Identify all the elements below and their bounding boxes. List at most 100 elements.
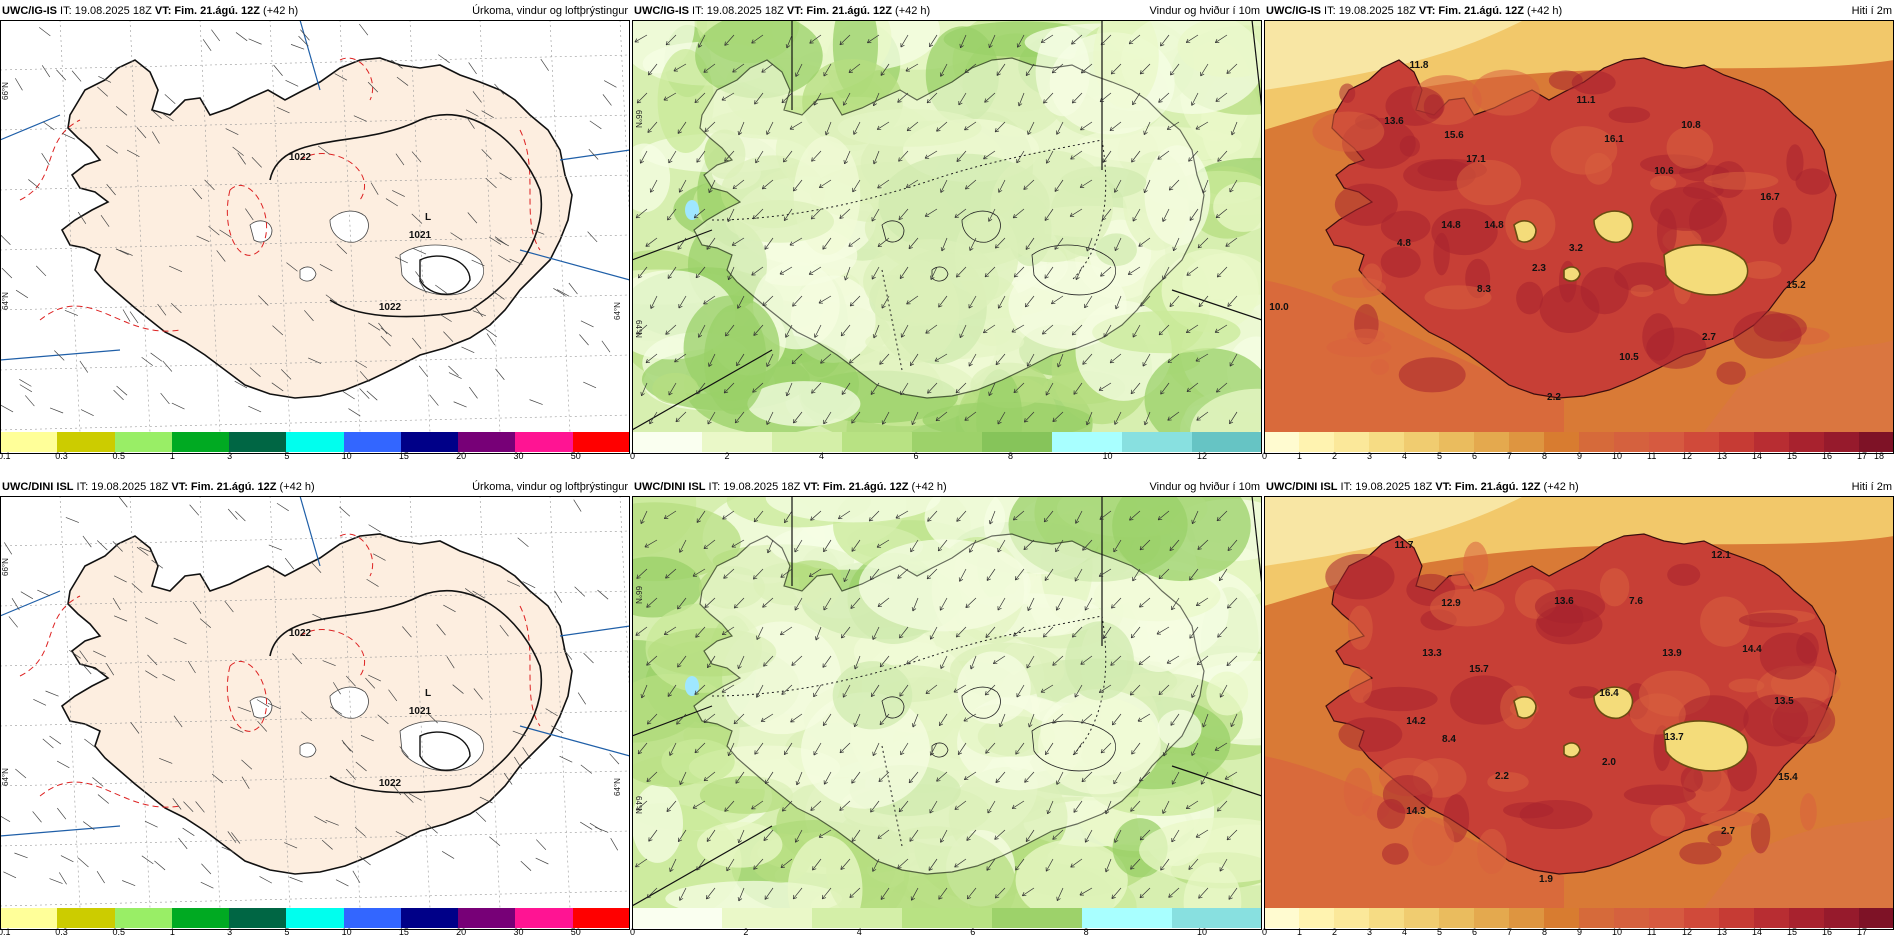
map-area[interactable]: 11.7 12.9 13.6 7.6 12.1 13.3 15.7 16.4 13.9 14.4 1… — [1264, 496, 1894, 908]
colorbar-tick-label: 16 — [1822, 451, 1833, 461]
colorbar-swatch — [1754, 432, 1789, 452]
temperature-value-label: 7.6 — [1629, 596, 1643, 607]
colorbar-ticks: 0 1 2 3 4 5 6 7 8 9 10 11 12 13 14 15 16 17 — [1262, 927, 1894, 941]
colorbar-swatch — [1369, 908, 1404, 928]
colorbar-swatch — [992, 908, 1082, 928]
colorbar-tick-label: 6 — [1472, 927, 1478, 937]
temperature-value-label: 17.1 — [1466, 154, 1486, 165]
map-svg[interactable]: L 1021 1022 1022 66°N 64°N 64°N — [0, 496, 630, 908]
colorbar-swatch — [1299, 908, 1334, 928]
colorbar-swatch — [1192, 432, 1262, 452]
colorbar-tick-label: 0 — [1262, 927, 1268, 937]
init-time: IT: 19.08.2025 18Z — [1321, 5, 1419, 17]
temperature-value-label: 1.9 — [1539, 874, 1553, 885]
colorbar-tick-label: 0.5 — [112, 451, 126, 461]
map-area[interactable]: L 1021 1022 1022 66°N 64°N 64°N — [0, 20, 630, 432]
colorbar-tick-label: 1 — [1297, 451, 1303, 461]
colorbar-swatch — [1369, 432, 1404, 452]
field-title: Úrkoma, vindur og loftþrýstingur — [472, 481, 628, 493]
temperature-value-label: 13.5 — [1774, 696, 1794, 707]
colorbar-ticks: 0.1 0.3 0.5 1 3 5 10 15 20 30 50 — [0, 927, 630, 941]
map-svg[interactable]: L 1021 1022 1022 66°N 64°N 64°N — [0, 20, 630, 432]
colorbar-tick-label: 4 — [1402, 927, 1408, 937]
temperature-value-label: 8.3 — [1477, 284, 1491, 295]
temperature-value-label: 15.7 — [1469, 664, 1489, 675]
map-area[interactable]: L 1021 1022 1022 66°N 64°N 64°N — [0, 496, 630, 908]
colorbar-swatch — [982, 432, 1052, 452]
colorbar-swatch — [1579, 432, 1614, 452]
colorbar-swatch — [458, 432, 516, 452]
colorbar — [0, 432, 630, 452]
colorbar-swatch — [1264, 908, 1299, 928]
colorbar-swatch — [1404, 908, 1439, 928]
temperature-value-label: 13.3 — [1422, 648, 1442, 659]
map-svg[interactable]: 11.8 13.6 15.6 11.1 17.1 16.1 10.8 10.6 16.7 14.8… — [1264, 20, 1894, 432]
colorbar-tick-label: 6 — [1472, 451, 1478, 461]
panel-header: UWC/DINI ISL IT: 19.08.2025 18Z VT: Fim.… — [634, 479, 1260, 495]
temperature-value-label: 2.7 — [1702, 332, 1716, 343]
panel-header: UWC/IG-IS IT: 19.08.2025 18Z VT: Fim. 21… — [1266, 3, 1892, 19]
colorbar-swatch — [171, 908, 230, 928]
field-title: Hiti í 2m — [1851, 5, 1892, 17]
colorbar-tick-label: 3 — [227, 451, 233, 461]
colorbar-tick-label: 4 — [819, 451, 825, 461]
iceland-landmass — [60, 57, 573, 399]
temperature-value-label: 11.8 — [1410, 60, 1429, 71]
temperature-value-label: 2.2 — [1547, 392, 1561, 403]
temperature-value-label: 12.9 — [1441, 598, 1461, 609]
colorbar-tick-label: 9 — [1577, 927, 1583, 937]
lead-time: (+42 h) — [892, 5, 931, 17]
isobar-label: 1021 — [409, 230, 432, 241]
colorbar-tick-label: 10 — [1102, 451, 1113, 461]
colorbar-tick-label: 6 — [913, 451, 919, 461]
colorbar-swatch — [515, 908, 573, 928]
model-name: UWC/IG-IS — [1266, 5, 1321, 17]
colorbar-tick-label: 8 — [1542, 451, 1548, 461]
valid-time: VT: Fim. 21.ágú. 12Z — [803, 481, 909, 493]
latitude-label: 66°N — [634, 110, 643, 128]
map-area[interactable]: 66°N 64°N — [632, 20, 1262, 432]
colorbar-swatch — [1122, 432, 1192, 452]
colorbar-swatch — [114, 432, 172, 452]
colorbar-tick-label: 7 — [1507, 927, 1513, 937]
colorbar-swatch — [1859, 908, 1894, 928]
colorbar-tick-label: 3 — [1367, 451, 1373, 461]
colorbar-swatch — [400, 432, 459, 452]
panel-header: UWC/DINI ISL IT: 19.08.2025 18Z VT: Fim.… — [2, 479, 628, 495]
colorbar-ticks: 0.1 0.3 0.5 1 3 5 10 15 20 30 50 — [0, 451, 630, 465]
map-area[interactable]: 66°N 64°N — [632, 496, 1262, 908]
colorbar-tick-label: 4 — [856, 927, 862, 937]
colorbar-swatch — [1614, 432, 1649, 452]
model-name: UWC/DINI ISL — [1266, 481, 1338, 493]
temperature-value-label: 10.5 — [1619, 352, 1639, 363]
temperature-value-label: 14.2 — [1406, 716, 1426, 727]
colorbar-swatch — [515, 432, 573, 452]
temperature-value-label: 16.1 — [1604, 134, 1624, 145]
colorbar-tick-label: 0 — [630, 927, 636, 937]
init-time: IT: 19.08.2025 18Z — [73, 481, 172, 493]
colorbar-swatch — [902, 908, 992, 928]
colorbar-swatch — [171, 432, 230, 452]
temperature-value-label: 14.8 — [1484, 220, 1504, 231]
colorbar-tick-label: 17 — [1857, 927, 1868, 937]
colorbar-tick-label: 30 — [513, 451, 524, 461]
map-svg[interactable]: 11.7 12.9 13.6 7.6 12.1 13.3 15.7 16.4 13.9 14.4 1… — [1264, 496, 1894, 908]
temperature-value-label: 12.1 — [1711, 550, 1731, 561]
colorbar-tick-label: 0.1 — [0, 927, 11, 937]
map-svg[interactable]: 66°N 64°N — [632, 20, 1262, 432]
temperature-value-label: 8.4 — [1442, 734, 1456, 745]
colorbar — [1264, 432, 1894, 452]
colorbar-swatch — [343, 432, 401, 452]
temperature-value-label: 11.7 — [1395, 540, 1414, 551]
init-time: IT: 19.08.2025 18Z — [57, 5, 155, 17]
model-name: UWC/IG-IS — [634, 5, 689, 17]
map-svg[interactable]: 66°N 64°N — [632, 496, 1262, 908]
colorbar-swatch — [722, 908, 812, 928]
colorbar-swatch — [1172, 908, 1262, 928]
colorbar-tick-label: 16 — [1822, 927, 1833, 937]
colorbar-tick-label: 8 — [1008, 451, 1014, 461]
colorbar-tick-label: 14 — [1752, 927, 1763, 937]
colorbar-tick-label: 14 — [1752, 451, 1763, 461]
map-area[interactable]: 11.8 13.6 15.6 11.1 17.1 16.1 10.8 10.6 16.7 14.8… — [1264, 20, 1894, 432]
colorbar-swatch — [1719, 908, 1754, 928]
